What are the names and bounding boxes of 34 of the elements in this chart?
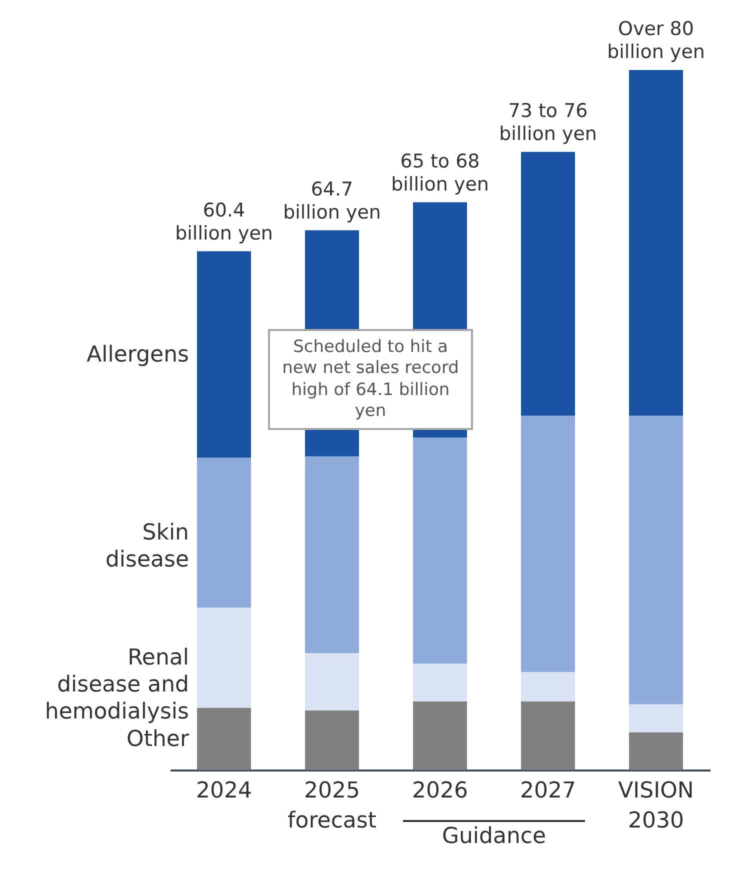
bar [629,416,683,704]
bar [197,458,251,608]
annotation: Over 80 billion yen [607,18,705,63]
annotation: Scheduled to hit a new net sales record high of 64.1 billion yen [268,329,473,430]
bar [197,608,251,708]
bar [305,710,359,770]
bar [521,701,575,770]
bar [305,653,359,710]
bar [413,701,467,770]
bar [521,416,575,672]
bar [629,732,683,770]
x-tick-label: 2027 [520,778,576,804]
bar [413,438,467,664]
x-tick-label: 2025 forecast [288,778,377,834]
bar [629,70,683,416]
bar [413,664,467,702]
annotation: 65 to 68 billion yen [391,150,489,196]
bar [305,456,359,654]
series-label: Other [126,726,190,752]
x-tick-label: VISION 2030 [618,778,694,834]
text: Guidance [440,824,548,849]
series-label: Renal disease and hemodialysis [44,646,189,725]
bar [521,152,575,416]
series-label: Skin disease [105,520,189,573]
series-label: Allergens [86,342,189,368]
x-tick-label: 2024 [196,778,252,804]
bar [197,251,251,458]
bar [197,708,251,770]
bar [521,672,575,702]
annotation: 64.7 billion yen [283,178,381,224]
x-tick-label: 2026 [412,778,468,804]
bar [629,704,683,732]
annotation: 73 to 76 billion yen [499,100,597,145]
annotation: 60.4 billion yen [175,199,273,244]
